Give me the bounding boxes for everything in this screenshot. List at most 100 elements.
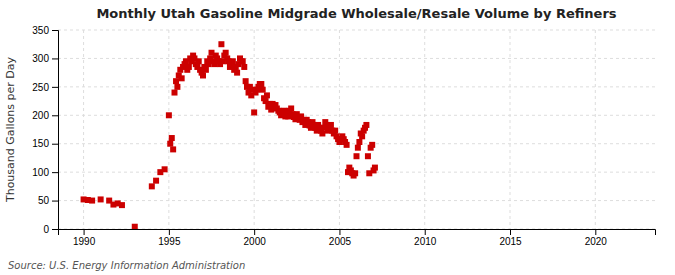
tick-mark [52, 87, 58, 88]
point [174, 84, 180, 90]
point [363, 122, 369, 128]
point [264, 92, 270, 98]
tick-mark [52, 172, 58, 173]
point [352, 170, 358, 176]
point [223, 50, 229, 56]
tick-mark [339, 229, 340, 235]
tick-mark [84, 229, 85, 235]
tick: 250 [32, 82, 58, 93]
point [98, 196, 104, 202]
point [173, 78, 179, 84]
points [81, 41, 378, 229]
tick-mark [52, 58, 58, 59]
grid-line [58, 115, 655, 116]
tick-mark [425, 229, 426, 235]
tick-label: 2005 [329, 236, 352, 247]
point [356, 139, 362, 145]
point [354, 153, 360, 159]
point [372, 165, 378, 171]
point [167, 141, 173, 147]
grid-line [58, 200, 655, 201]
point [234, 70, 240, 76]
tick-mark [52, 30, 58, 31]
point [251, 109, 257, 115]
point [243, 78, 249, 84]
point [365, 153, 371, 159]
tick: 350 [32, 25, 58, 36]
point [196, 58, 202, 64]
tick-mark [52, 201, 58, 202]
point [132, 224, 138, 229]
grid-line [339, 30, 340, 229]
point [186, 64, 192, 70]
y-axis-title: Thousand Gallons per Day [4, 56, 17, 203]
x-axis: 1990199520002005201020152020 [59, 229, 656, 247]
tick-label: 0 [43, 224, 49, 235]
point [332, 128, 338, 134]
grid-line [595, 30, 596, 229]
tick-label: 1990 [73, 236, 96, 247]
point [179, 75, 185, 81]
point [260, 87, 266, 93]
tick-label: 2000 [244, 236, 267, 247]
tick: 300 [32, 53, 58, 64]
chart: 1990199520002005201020152020050100150200… [0, 0, 675, 275]
tick-label: 150 [32, 138, 49, 149]
point [241, 64, 247, 70]
tick-mark [52, 115, 58, 116]
tick-label: 2010 [414, 236, 437, 247]
point [359, 133, 365, 139]
point [319, 130, 325, 136]
point [162, 166, 168, 172]
tick-label: 200 [32, 110, 49, 121]
point [344, 142, 350, 148]
grid [58, 30, 655, 229]
point [288, 105, 294, 111]
grid-line [254, 30, 255, 229]
tick: 2020 [585, 229, 608, 247]
tick-label: 250 [32, 82, 49, 93]
tick: 1995 [158, 229, 181, 247]
tick-label: 300 [32, 53, 49, 64]
point [89, 198, 95, 204]
tick: 100 [32, 167, 58, 178]
tick: 200 [32, 110, 58, 121]
grid-line [424, 30, 425, 229]
point [170, 146, 176, 152]
tick-label: 50 [38, 195, 50, 206]
tick-mark [510, 229, 511, 235]
point [169, 135, 175, 141]
tick: 2000 [244, 229, 267, 247]
tick: 1990 [73, 229, 96, 247]
point [218, 41, 224, 47]
point [153, 178, 159, 184]
point [200, 72, 206, 78]
point [355, 145, 361, 151]
tick-label: 2020 [585, 236, 608, 247]
grid-line [168, 30, 169, 229]
axis-line [59, 230, 656, 236]
point [328, 122, 334, 128]
grid-line [58, 30, 655, 31]
point [166, 112, 172, 118]
plot-area: 1990199520002005201020152020050100150200… [32, 25, 655, 247]
point [369, 142, 375, 148]
y-axis: 0 50 100 150 200 250 300 350 [32, 25, 58, 235]
tick-label: 350 [32, 25, 49, 36]
point [149, 183, 155, 189]
point [203, 67, 209, 73]
tick: 50 [38, 195, 58, 206]
point [119, 202, 125, 208]
tick-mark [52, 229, 58, 230]
grid-line [58, 58, 655, 59]
point [230, 58, 236, 64]
tick-label: 1995 [158, 236, 181, 247]
tick: 0 [43, 224, 58, 235]
point [172, 90, 178, 96]
source: Source: U.S. Energy Information Administ… [8, 260, 245, 271]
title: Monthly Utah Gasoline Midgrade Wholesale… [96, 6, 616, 21]
axis-line [52, 31, 59, 230]
point [258, 81, 264, 87]
tick-mark [595, 229, 596, 235]
tick-mark [52, 144, 58, 145]
